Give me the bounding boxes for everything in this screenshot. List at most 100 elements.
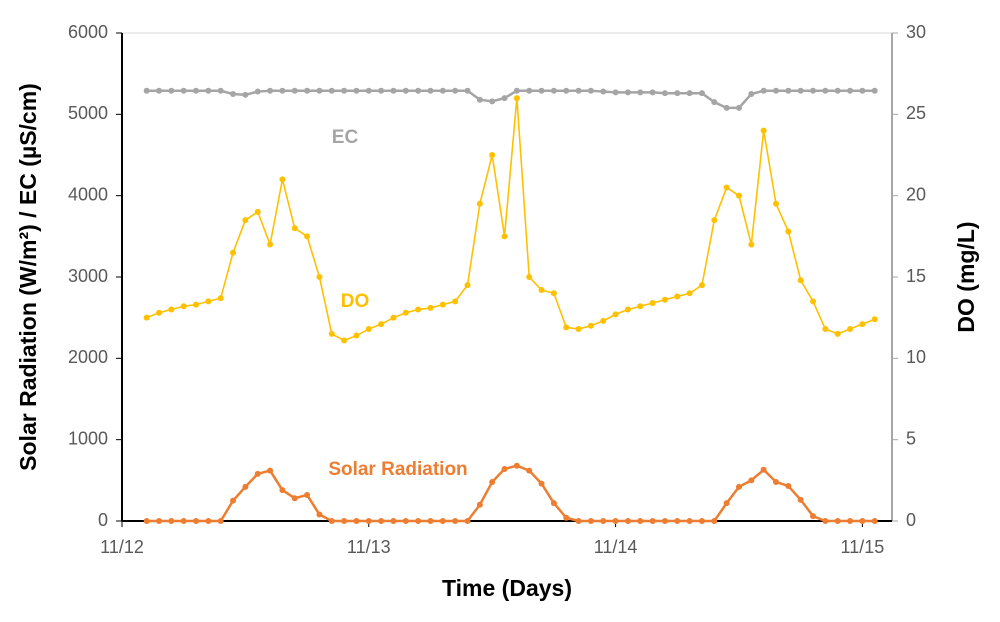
point: [563, 514, 570, 521]
point: [871, 518, 878, 524]
point: [575, 87, 582, 94]
point: [760, 127, 767, 134]
point: [452, 518, 459, 524]
point: [612, 518, 619, 524]
point: [365, 326, 372, 333]
point: [698, 282, 705, 289]
point: [205, 298, 212, 305]
point: [612, 89, 619, 96]
point: [230, 91, 237, 97]
point: [723, 104, 730, 111]
point: [180, 87, 187, 94]
point: [230, 497, 237, 504]
point: [279, 87, 286, 94]
point: [193, 87, 200, 94]
point: [402, 309, 409, 316]
point: [267, 467, 274, 474]
point: [378, 87, 385, 94]
point: [735, 192, 742, 199]
point: [711, 99, 718, 106]
series-line: [146, 97, 876, 342]
point: [711, 217, 718, 224]
point: [390, 87, 397, 94]
point: [316, 274, 323, 280]
point: [600, 518, 607, 524]
point: [686, 290, 693, 297]
y2-tick-label: 10: [906, 347, 926, 367]
point: [637, 518, 644, 524]
point: [316, 87, 323, 94]
point: [748, 91, 755, 97]
point: [193, 518, 200, 524]
point: [785, 87, 792, 94]
point: [847, 87, 854, 94]
point: [550, 290, 557, 297]
point: [760, 466, 767, 473]
point: [464, 87, 471, 94]
point: [624, 306, 631, 313]
point: [785, 228, 792, 235]
point: [464, 518, 471, 524]
point: [316, 511, 323, 518]
point: [513, 462, 520, 469]
y2-tick-label: 30: [906, 22, 926, 42]
point: [156, 309, 163, 316]
point: [600, 317, 607, 324]
point: [871, 87, 878, 94]
point: [674, 90, 681, 97]
point: [612, 311, 619, 318]
point: [513, 95, 520, 102]
point: [624, 89, 631, 96]
point: [723, 184, 730, 191]
point: [156, 87, 163, 94]
point: [797, 277, 804, 284]
y-tick-label: 3000: [68, 266, 108, 286]
point: [797, 87, 804, 94]
point: [550, 87, 557, 94]
point: [859, 87, 866, 94]
point: [674, 293, 681, 300]
point: [834, 87, 841, 94]
point: [341, 518, 348, 524]
point: [526, 274, 533, 280]
point: [550, 500, 557, 507]
point: [587, 322, 594, 329]
point: [526, 467, 533, 474]
point: [267, 241, 274, 248]
point: [661, 90, 668, 97]
y2-axis-title: DO (mg/L): [953, 221, 979, 332]
point: [674, 518, 681, 524]
point: [649, 300, 656, 307]
point: [156, 518, 163, 524]
point: [254, 88, 261, 95]
point: [624, 518, 631, 524]
point: [871, 316, 878, 323]
point: [402, 87, 409, 94]
point: [822, 87, 829, 94]
point: [390, 518, 397, 524]
point: [427, 518, 434, 524]
point: [538, 287, 545, 294]
point: [353, 518, 360, 524]
point: [773, 478, 780, 485]
point: [242, 217, 249, 224]
point: [822, 326, 829, 333]
y-tick-label: 6000: [68, 22, 108, 42]
point: [242, 483, 249, 490]
point: [328, 518, 335, 524]
point: [390, 314, 397, 321]
point: [711, 518, 718, 524]
y2-tick-label: 20: [906, 184, 926, 204]
point: [773, 87, 780, 94]
y2-tick-label: 25: [906, 103, 926, 123]
y-tick-label: 2000: [68, 347, 108, 367]
point: [661, 296, 668, 303]
point: [279, 176, 286, 183]
point: [810, 87, 817, 94]
point: [267, 87, 274, 94]
point: [735, 104, 742, 111]
point: [304, 87, 311, 94]
y2-tick-label: 5: [906, 428, 916, 448]
point: [205, 518, 212, 524]
y-tick-label: 4000: [68, 184, 108, 204]
